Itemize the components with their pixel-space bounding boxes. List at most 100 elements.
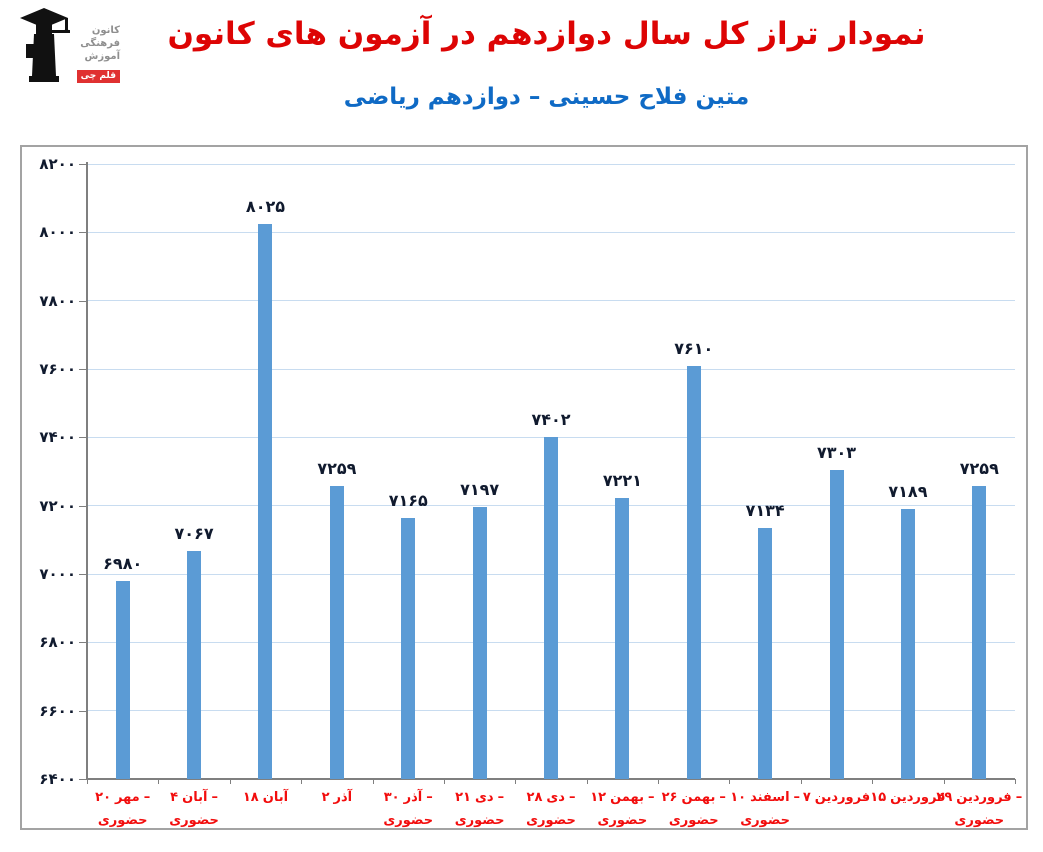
x-axis-tick	[158, 779, 160, 784]
x-category-label-line2: حضوری	[597, 813, 648, 828]
x-category-label-line1: ۴ آبان –	[170, 790, 218, 805]
x-axis-tick	[372, 779, 374, 784]
x-category-label-line1: ۱۰ اسفند –	[730, 790, 801, 805]
bar-value-label: ۷۴۰۲	[531, 409, 571, 429]
bar-value-label: ۷۱۸۹	[888, 482, 928, 502]
x-category-label-line1: ۲۹ فروردین –	[936, 790, 1023, 805]
x-axis-tick	[872, 779, 874, 784]
x-axis-tick	[729, 779, 731, 784]
x-category-label: ۱۵ فروردین	[860, 790, 956, 805]
y-tick-label: ۶۴۰۰	[39, 770, 76, 788]
x-category-label-line2: حضوری	[954, 813, 1005, 828]
bar-value-label: ۷۱۳۴	[745, 501, 785, 521]
x-category-label-line2: حضوری	[169, 813, 219, 828]
x-category-label-line1: ۲۰ مهر –	[95, 790, 151, 805]
page-subtitle: متین فلاح حسینی – دوازدهم ریاضی	[343, 84, 750, 110]
x-category-label-line1: ۲۱ دی –	[455, 790, 505, 805]
x-axis-tick	[800, 779, 802, 784]
y-tick-label: ۷۴۰۰	[39, 428, 76, 447]
bar	[401, 517, 416, 779]
bar	[686, 365, 701, 779]
logo-text: کانون فرهنگی آموزش قلم چی	[74, 24, 120, 83]
plot-area: ۶۴۰۰ ۶۶۰۰ ۶۸۰۰ ۷۰۰۰ ۷۲۰۰ ۷۴۰۰ ۷۶۰۰ ۷۸۰۰ ۸۰۰۰ ۸۲۰۰…	[22, 147, 1026, 828]
y-tick-label: ۷۸۰۰	[39, 291, 76, 310]
x-category-label: ۲۰ مهر – حضوری	[75, 790, 171, 828]
y-axis-tick	[79, 779, 87, 780]
y-axis-tick	[79, 574, 87, 575]
x-category-label: ۲۹ فروردین – حضوری	[931, 790, 1027, 828]
y-tick-label: ۷۶۰۰	[39, 360, 76, 378]
bar	[258, 223, 273, 779]
x-axis-tick	[658, 779, 660, 784]
graduate-statue-icon	[20, 8, 70, 82]
y-axis-tick	[79, 642, 87, 644]
x-category-label-line2: حضوری	[668, 813, 719, 828]
bar	[544, 436, 558, 779]
bar-value-label: ۷۲۵۹	[959, 458, 999, 478]
x-category-label-line1: ۲ آذر	[321, 790, 353, 805]
bar-value-label: ۷۰۶۷	[174, 524, 214, 544]
x-category-label-line1: ۲۸ دی –	[526, 790, 576, 805]
bar	[615, 498, 630, 779]
bar-value-label: ۷۲۲۱	[602, 471, 642, 491]
logo-line-2: فرهنگی	[80, 38, 120, 49]
bar-value-label: ۷۶۱۰	[674, 338, 714, 358]
bar	[115, 580, 130, 779]
gridline	[87, 163, 1015, 165]
page-title: نمودار تراز کل سال دوازدهم در آزمون های …	[167, 16, 926, 52]
bar	[972, 485, 987, 779]
y-axis-tick	[79, 369, 87, 370]
x-category-label-line1: ۱۵ فروردین	[870, 790, 946, 805]
y-axis-tick	[79, 505, 87, 507]
x-axis-line	[86, 778, 1015, 780]
bar-value-label: ۷۱۶۵	[388, 490, 428, 510]
y-axis-tick	[79, 300, 87, 302]
y-tick-label: ۶۸۰۰	[39, 633, 76, 652]
y-tick-label: ۸۰۰۰	[39, 223, 76, 242]
x-category-label: ۴ آبان – حضوری	[146, 790, 242, 828]
x-category-label-line2: حضوری	[454, 813, 505, 828]
bar-value-label: ۷۳۰۳	[817, 443, 857, 463]
x-axis-tick	[943, 779, 945, 784]
x-axis-tick	[1015, 779, 1016, 784]
kanoon-logo: کانون فرهنگی آموزش قلم چی	[16, 6, 120, 84]
x-axis-tick	[229, 779, 231, 784]
x-category-label-line1: ۲۶ بهمن –	[661, 790, 726, 805]
y-axis-tick	[79, 164, 87, 165]
x-axis-tick	[443, 779, 445, 784]
x-category-label-line1: ۳۰ آذر –	[383, 790, 433, 805]
gridline	[87, 368, 1015, 370]
bar	[329, 485, 344, 779]
x-category-label-line2: حضوری	[383, 813, 434, 828]
logo-line-1: کانون	[91, 25, 120, 36]
bar-value-label: ۶۹۸۰	[103, 553, 143, 573]
bar	[472, 506, 487, 779]
chart-container: ۶۴۰۰ ۶۶۰۰ ۶۸۰۰ ۷۰۰۰ ۷۲۰۰ ۷۴۰۰ ۷۶۰۰ ۷۸۰۰ ۸۰۰۰ ۸۲۰۰…	[20, 145, 1028, 830]
x-category-label: ۲ آذر	[289, 790, 385, 805]
bar	[187, 551, 202, 779]
y-tick-label: ۷۰۰۰	[39, 565, 76, 583]
x-category-label: ۲۱ دی – حضوری	[432, 790, 528, 828]
bar	[900, 509, 915, 779]
x-category-label-line2: حضوری	[740, 813, 790, 828]
x-category-label-line1: ۱۸ آبان	[242, 790, 289, 805]
y-axis-tick	[79, 232, 87, 234]
x-category-label-line1: ۱۲ بهمن –	[590, 790, 655, 805]
logo-badge: قلم چی	[76, 70, 120, 83]
y-tick-label: ۸۲۰۰	[39, 155, 76, 173]
x-axis-tick	[87, 779, 88, 784]
x-category-label: ۷ فروردین	[789, 790, 885, 805]
x-category-label: ۱۰ اسفند – حضوری	[717, 790, 813, 828]
gridline	[87, 300, 1015, 302]
y-axis-tick	[79, 437, 87, 439]
x-category-label: ۲۸ دی – حضوری	[503, 790, 599, 828]
bar	[829, 470, 844, 779]
x-axis-tick	[515, 779, 517, 784]
x-category-label-line2: حضوری	[526, 813, 576, 828]
logo-line-3: آموزش	[84, 51, 120, 62]
bar	[758, 528, 773, 779]
x-category-label-line2: حضوری	[97, 813, 148, 828]
x-category-label: ۳۰ آذر – حضوری	[360, 790, 456, 828]
bar-value-label: ۸۰۲۵	[245, 196, 285, 216]
